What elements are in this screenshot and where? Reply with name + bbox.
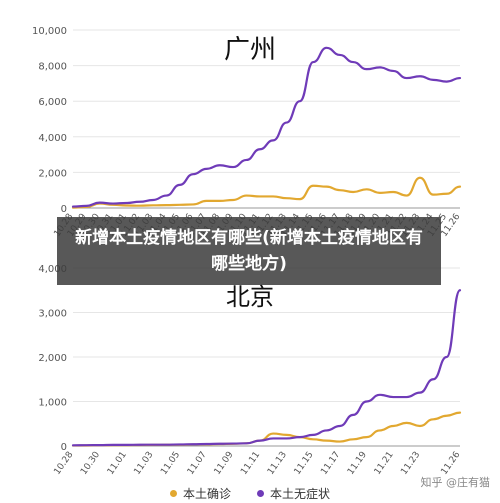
- watermark: 知乎 @庄有猫: [420, 476, 491, 489]
- series-line-confirmed: [71, 176, 462, 209]
- legend: 本土确诊 本土无症状: [0, 485, 500, 502]
- chart-title: 广州: [224, 35, 276, 65]
- y-tick-label: 0: [61, 442, 67, 453]
- chart-title: 北京: [226, 283, 274, 311]
- y-tick-label: 4,000: [38, 264, 67, 275]
- y-tick-label: 0: [61, 204, 67, 215]
- legend-item-confirmed[interactable]: 本土确诊: [169, 485, 231, 502]
- legend-item-asymptomatic[interactable]: 本土无症状: [257, 485, 330, 502]
- x-tick-label: 11.21: [373, 450, 396, 477]
- x-tick-label: 10.28: [52, 450, 75, 477]
- x-tick-label: 10.30: [79, 450, 102, 477]
- y-tick-label: 6,000: [38, 97, 67, 108]
- x-tick-label: 11.01: [106, 450, 129, 477]
- y-tick-label: 8,000: [38, 62, 67, 73]
- y-tick-label: 10,000: [32, 26, 67, 37]
- x-tick-label: 11.09: [213, 450, 236, 477]
- x-tick-label: 11.15: [293, 450, 316, 477]
- legend-label-asymptomatic: 本土无症状: [270, 487, 331, 501]
- x-tick-label: 11.19: [346, 450, 369, 477]
- x-tick-label: 11.11: [239, 450, 262, 477]
- y-tick-label: 1,000: [38, 398, 67, 409]
- y-tick-label: 4,000: [38, 133, 67, 144]
- x-tick-label: 11.26: [439, 450, 462, 477]
- title-banner: 新增本土疫情地区有哪些(新增本土疫情地区有哪些地方): [57, 217, 441, 285]
- x-tick-label: 11.03: [133, 450, 156, 477]
- y-tick-label: 2,000: [38, 168, 67, 179]
- y-tick-label: 2,000: [38, 353, 67, 364]
- series-line-asymptomatic: [71, 289, 462, 447]
- x-tick-label: 11.23: [399, 450, 422, 477]
- x-tick-label: 11.17: [319, 450, 342, 477]
- legend-dot-asymptomatic: [257, 490, 264, 497]
- x-tick-label: 11.05: [159, 450, 182, 477]
- x-tick-label: 11.07: [186, 450, 209, 477]
- chart-guangzhou: 02,0004,0006,0008,00010,000广州10.2810.291…: [32, 26, 463, 239]
- y-tick-label: 3,000: [38, 309, 67, 320]
- legend-label-confirmed: 本土确诊: [182, 487, 231, 501]
- banner-text: 新增本土疫情地区有哪些(新增本土疫情地区有哪些地方): [75, 228, 423, 274]
- x-tick-label: 11.13: [266, 450, 289, 477]
- legend-dot-confirmed: [169, 490, 177, 497]
- series-line-asymptomatic: [71, 46, 462, 208]
